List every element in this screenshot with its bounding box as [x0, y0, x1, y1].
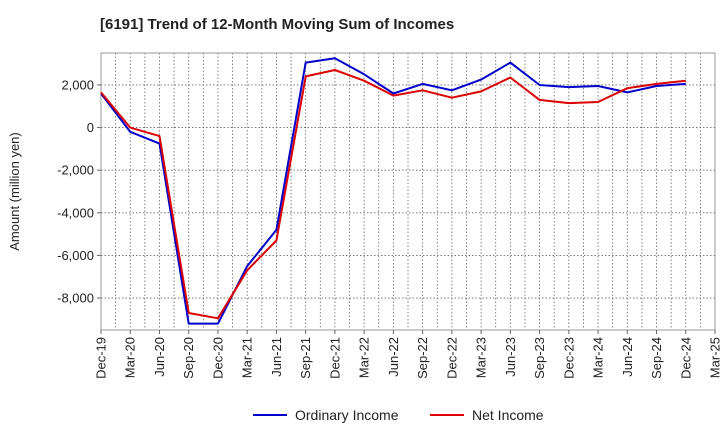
x-tick-label: Dec-19 — [94, 337, 109, 379]
x-tick-label: Sep-23 — [532, 337, 547, 379]
x-tick-label: Jun-23 — [503, 337, 518, 377]
x-tick-label: Dec-20 — [210, 337, 225, 379]
x-tick-label: Mar-25 — [708, 337, 720, 378]
series-line-net-income — [100, 69, 686, 320]
x-tick-label: Sep-24 — [649, 337, 664, 379]
x-tick-label: Mar-21 — [240, 337, 255, 378]
x-axis: Dec-19 Mar-20 Jun-20 Sep-20 Dec-20 Mar-21 Jun-… — [94, 330, 720, 379]
x-tick-label: Mar-23 — [474, 337, 489, 378]
x-tick-label: Dec-21 — [327, 337, 342, 379]
plot-area — [100, 52, 716, 331]
x-tick-label: Mar-24 — [591, 337, 606, 378]
x-tick-label: Jun-24 — [620, 337, 635, 377]
x-tick-label: Dec-24 — [678, 337, 693, 379]
series-line-ordinary-income — [100, 57, 686, 325]
x-tick-label: Sep-22 — [415, 337, 430, 379]
y-axis: -8,000 -6,000 -4,000 -2,000 0 2,000 — [57, 77, 101, 306]
legend: Ordinary Income Net Income — [253, 407, 544, 423]
y-tick-label: -8,000 — [57, 291, 94, 306]
x-tick-label: Jun-22 — [386, 337, 401, 377]
x-tick-label: Sep-20 — [181, 337, 196, 379]
y-tick-label: -6,000 — [57, 248, 94, 263]
x-tick-label: Jun-21 — [269, 337, 284, 377]
x-tick-label: Jun-20 — [152, 337, 167, 377]
y-tick-label: 0 — [87, 120, 94, 135]
y-tick-label: -4,000 — [57, 205, 94, 220]
y-tick-label: 2,000 — [61, 77, 94, 92]
chart-title: [6191] Trend of 12-Month Moving Sum of I… — [100, 16, 455, 33]
x-tick-label: Mar-20 — [123, 337, 138, 378]
y-axis-title: Amount (million yen) — [7, 132, 22, 251]
legend-label: Net Income — [472, 407, 544, 423]
grid-lines — [101, 53, 715, 330]
x-tick-label: Dec-22 — [444, 337, 459, 379]
y-tick-label: -2,000 — [57, 163, 94, 178]
x-tick-label: Sep-21 — [298, 337, 313, 379]
x-tick-label: Dec-23 — [561, 337, 576, 379]
legend-label: Ordinary Income — [295, 407, 399, 423]
series-lines — [100, 57, 686, 325]
x-tick-label: Mar-22 — [357, 337, 372, 378]
